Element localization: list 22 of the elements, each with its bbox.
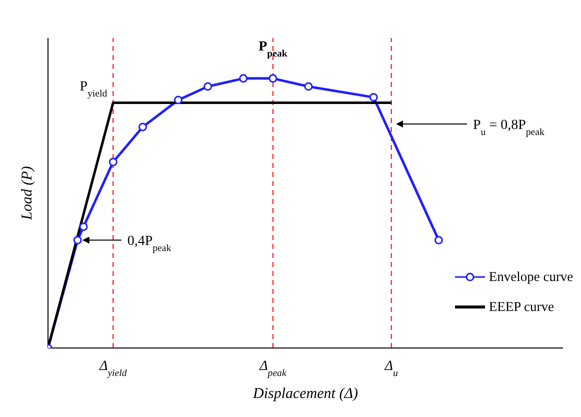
annotation: P$_{yield}$ [80, 80, 108, 100]
point [79, 222, 88, 231]
annotation: P$_{peak}$ [258, 39, 288, 59]
y-axis-title: Load (P) [19, 166, 36, 221]
point [304, 82, 313, 91]
annotation: 0,4P$_{peak}$ [127, 234, 172, 254]
x-axis-title: Displacement (Δ) [252, 386, 358, 402]
point [268, 74, 278, 83]
point [73, 236, 82, 244]
x-tick-label: Δ$_{u}$ [384, 359, 398, 378]
x-tick-label: Δ$_{peak}$ [258, 359, 287, 378]
point [138, 122, 147, 132]
x-tick-label: Δ$_{yield}$ [98, 359, 127, 378]
point [239, 74, 248, 83]
point [204, 82, 212, 91]
point [174, 96, 182, 104]
point [108, 158, 118, 166]
point [369, 93, 378, 102]
annotation: P$_{u}$ = 0,8P$_{peak}$ [472, 118, 544, 138]
legend-label: EEEP curve [488, 298, 554, 315]
point [434, 236, 443, 244]
legend-label: Envelope curve [488, 268, 574, 285]
